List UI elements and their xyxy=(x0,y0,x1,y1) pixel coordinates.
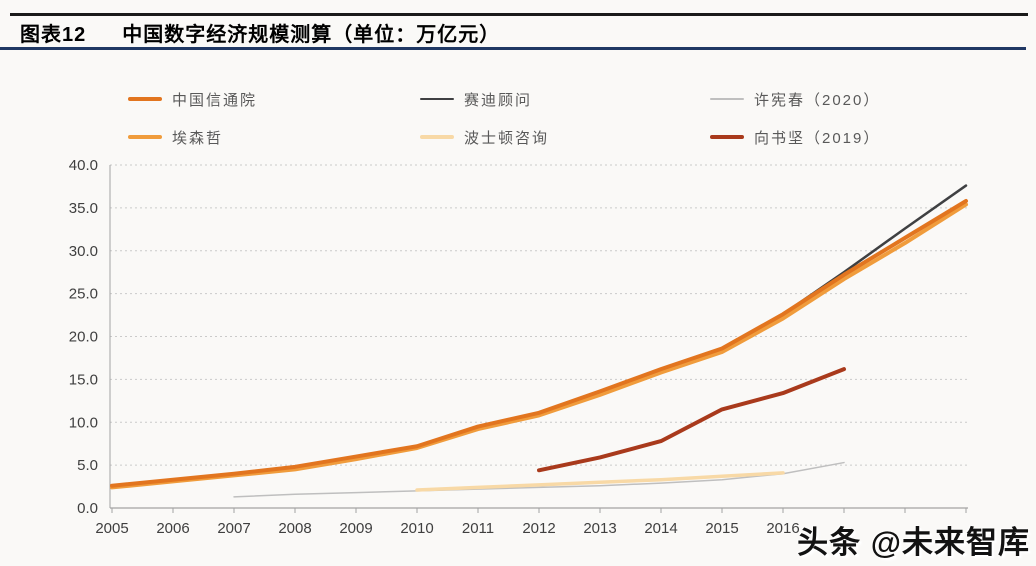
svg-text:2013: 2013 xyxy=(583,520,616,537)
svg-text:2015: 2015 xyxy=(705,520,738,537)
legend-item-xuxianchun: 许宪春（2020） xyxy=(710,88,880,110)
legend-item-bcg: 波士顿咨询 xyxy=(420,126,710,148)
svg-text:15.0: 15.0 xyxy=(69,371,98,388)
svg-text:25.0: 25.0 xyxy=(69,286,98,303)
svg-text:5.0: 5.0 xyxy=(77,457,98,474)
legend-label-accenture: 埃森哲 xyxy=(172,129,224,147)
legend-swatch-xuxianchun xyxy=(710,98,744,100)
top-rule xyxy=(10,13,1028,16)
svg-text:2007: 2007 xyxy=(217,520,250,537)
figure-titlebar: 图表12 中国数字经济规模测算（单位：万亿元） xyxy=(20,19,501,46)
watermark: 头条 @未来智库 xyxy=(797,525,1030,560)
svg-text:20.0: 20.0 xyxy=(69,329,98,346)
svg-text:2008: 2008 xyxy=(278,520,311,537)
legend-item-caict: 中国信通院 xyxy=(128,88,420,110)
figure-label: 图表12 xyxy=(20,23,87,46)
svg-text:10.0: 10.0 xyxy=(69,414,98,431)
svg-text:2011: 2011 xyxy=(462,520,494,537)
svg-text:2006: 2006 xyxy=(156,520,189,537)
legend-swatch-xiang xyxy=(710,135,744,139)
svg-text:30.0: 30.0 xyxy=(69,243,98,260)
legend-label-xuxianchun: 许宪春（2020） xyxy=(754,91,881,109)
title-underline xyxy=(0,47,1026,50)
svg-text:2010: 2010 xyxy=(400,520,433,537)
legend-swatch-ccid xyxy=(420,97,454,101)
figure-title: 中国数字经济规模测算（单位：万亿元） xyxy=(122,23,501,46)
legend-swatch-accenture xyxy=(128,135,162,139)
svg-text:40.0: 40.0 xyxy=(69,157,98,174)
legend-item-ccid: 赛迪顾问 xyxy=(420,88,710,110)
chart-legend: 中国信通院 赛迪顾问 许宪春（2020） 埃森哲 波士顿咨询 向书坚（2019） xyxy=(128,88,880,148)
svg-text:2009: 2009 xyxy=(339,520,372,537)
svg-text:2016: 2016 xyxy=(766,520,799,537)
legend-label-ccid: 赛迪顾问 xyxy=(464,91,533,109)
legend-item-accenture: 埃森哲 xyxy=(128,126,420,148)
svg-text:2012: 2012 xyxy=(522,520,555,537)
legend-swatch-bcg xyxy=(420,135,454,139)
legend-label-caict: 中国信通院 xyxy=(172,91,258,109)
legend-item-xiang: 向书坚（2019） xyxy=(710,126,880,148)
svg-text:2014: 2014 xyxy=(644,520,677,537)
svg-text:35.0: 35.0 xyxy=(69,200,98,217)
legend-swatch-caict xyxy=(128,97,162,101)
legend-label-xiang: 向书坚（2019） xyxy=(754,129,881,147)
legend-label-bcg: 波士顿咨询 xyxy=(464,129,550,147)
svg-text:2005: 2005 xyxy=(95,520,128,537)
svg-text:0.0: 0.0 xyxy=(77,500,98,517)
